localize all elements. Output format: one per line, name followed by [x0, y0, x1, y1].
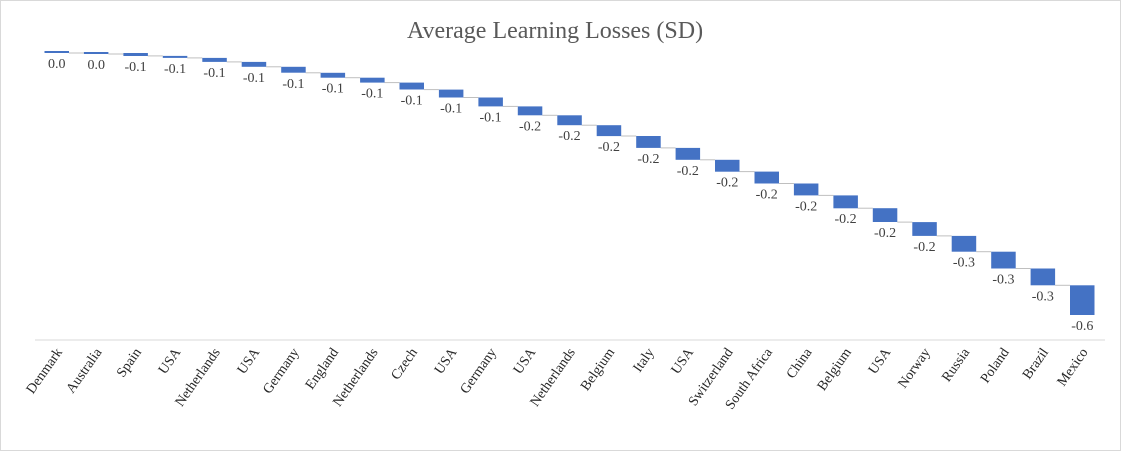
- bar-22: [872, 208, 898, 222]
- connector-lines: [68, 52, 1070, 286]
- x-tick-label-8: England: [303, 346, 342, 393]
- x-tick-label-7: Germany: [261, 346, 303, 397]
- x-tick-label-16: Italy: [631, 346, 658, 376]
- x-tick-label-22: USA: [866, 345, 895, 377]
- chart-title: Average Learning Losses (SD): [407, 18, 703, 44]
- data-label-4: -0.1: [164, 62, 186, 77]
- x-tick-label-25: Poland: [978, 346, 1013, 386]
- data-label-9: -0.1: [361, 87, 383, 102]
- data-label-20: -0.2: [795, 199, 817, 214]
- bar-7: [281, 66, 306, 73]
- bar-5: [202, 57, 227, 62]
- x-tick-label-21: Belgium: [815, 346, 855, 394]
- data-label-18: -0.2: [716, 176, 738, 191]
- x-tick-label-11: USA: [432, 345, 461, 377]
- bar-23: [912, 222, 937, 236]
- data-label-5: -0.1: [203, 66, 225, 81]
- bar-3: [123, 53, 148, 56]
- data-label-13: -0.2: [519, 119, 541, 134]
- data-label-23: -0.2: [913, 240, 935, 255]
- data-label-15: -0.2: [598, 140, 620, 155]
- data-label-6: -0.1: [243, 71, 265, 86]
- x-tick-label-10: Czech: [389, 346, 421, 383]
- data-label-14: -0.2: [558, 129, 580, 144]
- data-label-26: -0.3: [1032, 289, 1054, 304]
- bar-2: [83, 52, 109, 54]
- x-tick-label-3: Spain: [114, 346, 145, 381]
- bar-21: [833, 195, 858, 209]
- bar-19: [754, 171, 779, 184]
- bar-20: [793, 183, 819, 196]
- bar-26: [1030, 268, 1056, 286]
- data-label-21: -0.2: [835, 212, 857, 227]
- bar-4: [162, 55, 188, 58]
- x-tick-label-23: Norway: [896, 346, 934, 392]
- x-tick-label-17: USA: [669, 345, 698, 377]
- data-label-24: -0.3: [953, 256, 975, 271]
- data-label-7: -0.1: [282, 77, 304, 92]
- data-label-22: -0.2: [874, 226, 896, 241]
- bar-16: [636, 136, 661, 148]
- data-label-25: -0.3: [992, 273, 1014, 288]
- x-tick-label-1: Denmark: [24, 346, 66, 397]
- x-tick-label-15: Belgium: [578, 346, 618, 394]
- bar-13: [517, 106, 543, 116]
- bar-25: [991, 251, 1016, 269]
- x-tick-label-24: Russia: [939, 345, 973, 385]
- bar-11: [438, 89, 464, 98]
- data-label-group: 0.0 0.0 -0.1 -0.1 -0.1 -0.1 -0.1 -0.1 -0.1 -0.1 -0…: [48, 57, 1093, 334]
- data-label-1: 0.0: [48, 57, 66, 72]
- x-tick-label-2: Australia: [64, 345, 106, 396]
- data-label-17: -0.2: [677, 164, 699, 179]
- bar-27: [1070, 285, 1095, 315]
- data-label-12: -0.1: [480, 110, 502, 125]
- bar-9: [360, 77, 385, 83]
- data-label-11: -0.1: [440, 102, 462, 117]
- bar-12: [478, 97, 503, 107]
- bar-10: [399, 82, 424, 90]
- x-tick-label-6: USA: [235, 345, 264, 377]
- x-tick-label-26: Brazil: [1020, 346, 1052, 383]
- x-tick-label-4: USA: [156, 345, 185, 377]
- data-label-27: -0.6: [1071, 319, 1093, 334]
- bar-8: [320, 72, 346, 78]
- data-label-19: -0.2: [756, 188, 778, 203]
- bar-1: [44, 51, 69, 53]
- data-label-2: 0.0: [87, 58, 105, 73]
- data-label-16: -0.2: [637, 152, 659, 167]
- x-tick-label-12: Germany: [458, 346, 500, 397]
- x-tick-label-27: Mexico: [1055, 346, 1092, 390]
- x-tick-label-13: USA: [511, 345, 540, 377]
- bar-6: [241, 61, 267, 67]
- bar-15: [596, 125, 622, 137]
- data-label-10: -0.1: [401, 94, 423, 109]
- bar-24: [951, 235, 977, 252]
- bar-17: [675, 147, 701, 160]
- bar-18: [715, 159, 740, 172]
- bar-group: [44, 51, 1095, 315]
- data-label-8: -0.1: [322, 82, 344, 97]
- bar-14: [557, 115, 582, 126]
- x-tick-label-20: China: [784, 345, 816, 382]
- data-label-3: -0.1: [125, 60, 147, 75]
